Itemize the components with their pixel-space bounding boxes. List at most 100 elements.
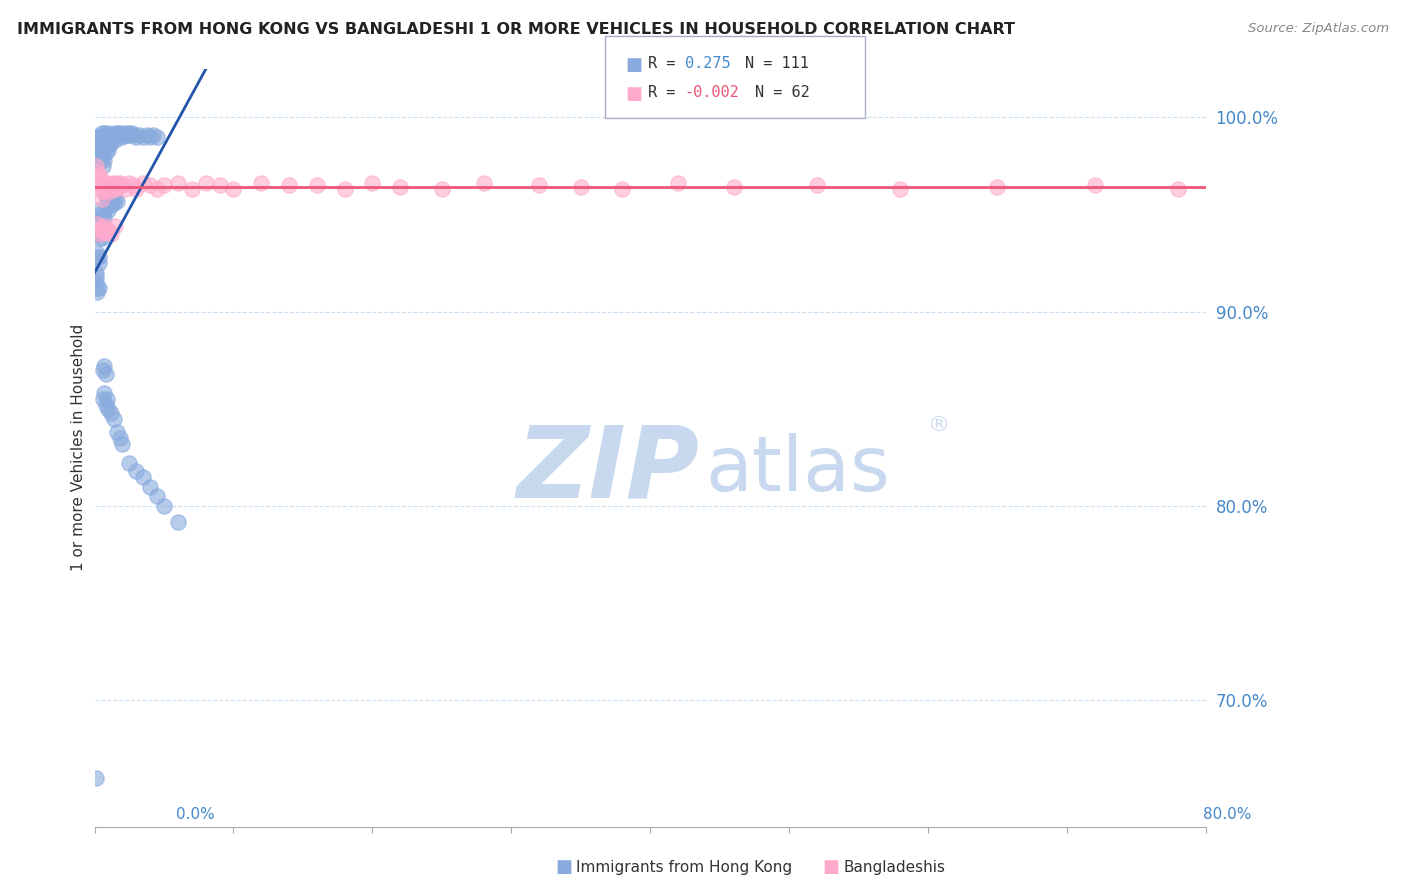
Point bbox=[250, 176, 273, 190]
Point bbox=[84, 276, 107, 290]
Point bbox=[91, 143, 114, 157]
Point bbox=[86, 159, 108, 173]
Point bbox=[105, 176, 128, 190]
Point bbox=[136, 128, 159, 142]
Point bbox=[139, 178, 162, 193]
Point bbox=[86, 285, 108, 299]
Point bbox=[118, 176, 141, 190]
Point bbox=[1084, 178, 1107, 193]
Text: N = 62: N = 62 bbox=[755, 85, 810, 100]
Point bbox=[100, 178, 122, 193]
Point bbox=[112, 128, 135, 142]
Point bbox=[91, 159, 114, 173]
Point bbox=[153, 499, 176, 513]
Point bbox=[94, 137, 117, 152]
Point bbox=[101, 182, 124, 196]
Text: 0.275: 0.275 bbox=[685, 56, 730, 71]
Point bbox=[100, 406, 122, 420]
Point bbox=[111, 129, 134, 144]
Point bbox=[98, 192, 121, 206]
Point bbox=[87, 227, 110, 241]
Point bbox=[87, 203, 110, 218]
Point bbox=[86, 149, 108, 163]
Point bbox=[87, 169, 110, 183]
Point bbox=[167, 176, 190, 190]
Point bbox=[94, 188, 117, 202]
Point bbox=[87, 145, 110, 160]
Point bbox=[100, 227, 122, 241]
Point bbox=[104, 133, 127, 147]
Text: ■: ■ bbox=[626, 56, 643, 74]
Point bbox=[125, 464, 148, 478]
Text: ZIP: ZIP bbox=[517, 422, 700, 519]
Point bbox=[122, 128, 145, 142]
Text: N = 111: N = 111 bbox=[745, 56, 808, 71]
Point bbox=[97, 126, 120, 140]
Point bbox=[115, 128, 138, 142]
Point bbox=[86, 139, 108, 153]
Text: atlas: atlas bbox=[706, 434, 890, 508]
Point bbox=[89, 133, 111, 147]
Point bbox=[146, 489, 169, 503]
Point bbox=[93, 126, 115, 140]
Point bbox=[93, 386, 115, 401]
Text: IMMIGRANTS FROM HONG KONG VS BANGLADESHI 1 OR MORE VEHICLES IN HOUSEHOLD CORRELA: IMMIGRANTS FROM HONG KONG VS BANGLADESHI… bbox=[17, 22, 1015, 37]
Point bbox=[104, 126, 127, 140]
Point bbox=[101, 192, 124, 206]
Point bbox=[91, 149, 114, 163]
Point bbox=[90, 126, 112, 140]
Point bbox=[146, 182, 169, 196]
Point bbox=[93, 184, 115, 198]
Point bbox=[100, 197, 122, 211]
Point bbox=[118, 456, 141, 470]
Point bbox=[93, 219, 115, 233]
Point bbox=[139, 129, 162, 144]
Text: ®: ® bbox=[928, 415, 950, 435]
Point bbox=[97, 143, 120, 157]
Point bbox=[90, 221, 112, 235]
Point bbox=[333, 182, 356, 196]
Point bbox=[118, 128, 141, 142]
Point bbox=[430, 182, 453, 196]
Point bbox=[97, 203, 120, 218]
Text: 80.0%: 80.0% bbox=[1204, 807, 1251, 822]
Point bbox=[472, 176, 495, 190]
Text: Source: ZipAtlas.com: Source: ZipAtlas.com bbox=[1249, 22, 1389, 36]
Point bbox=[100, 128, 122, 142]
Point bbox=[103, 128, 125, 142]
Point bbox=[96, 182, 118, 196]
Point bbox=[96, 192, 118, 206]
Point bbox=[278, 178, 301, 193]
Point bbox=[96, 128, 118, 142]
Point bbox=[87, 139, 110, 153]
Point bbox=[105, 425, 128, 439]
Point bbox=[122, 178, 145, 193]
Point bbox=[180, 182, 202, 196]
Text: Immigrants from Hong Kong: Immigrants from Hong Kong bbox=[576, 860, 793, 874]
Point bbox=[111, 437, 134, 451]
Point bbox=[389, 180, 412, 194]
Point bbox=[97, 401, 120, 416]
Text: R =: R = bbox=[648, 85, 685, 100]
Point bbox=[121, 126, 143, 140]
Point bbox=[87, 129, 110, 144]
Point bbox=[87, 256, 110, 270]
Text: R =: R = bbox=[648, 56, 685, 71]
Point bbox=[94, 398, 117, 412]
Point bbox=[125, 129, 148, 144]
Point bbox=[93, 139, 115, 153]
Point bbox=[90, 227, 112, 241]
Point bbox=[97, 197, 120, 211]
Text: -0.002: -0.002 bbox=[685, 85, 740, 100]
Point bbox=[125, 182, 148, 196]
Point bbox=[89, 223, 111, 237]
Point bbox=[132, 470, 155, 484]
Point bbox=[89, 153, 111, 167]
Point bbox=[100, 136, 122, 150]
Point bbox=[89, 172, 111, 186]
Point bbox=[89, 227, 111, 241]
Point bbox=[986, 180, 1008, 194]
Point bbox=[87, 281, 110, 295]
Point bbox=[527, 178, 550, 193]
Point bbox=[666, 176, 689, 190]
